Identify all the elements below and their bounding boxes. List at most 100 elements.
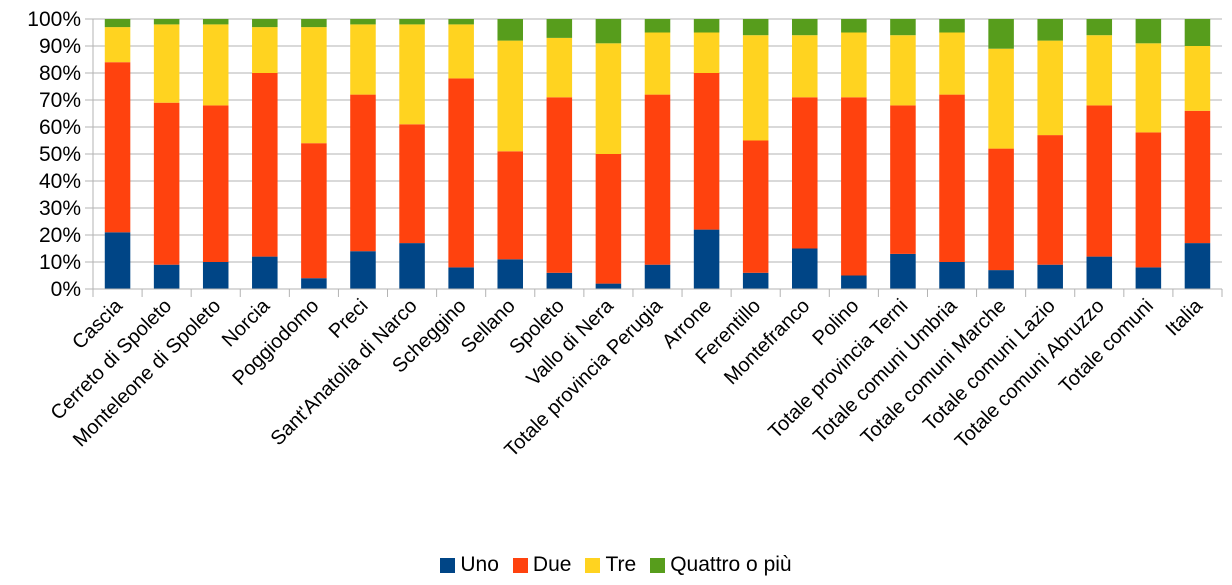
- bar-segment: [301, 19, 327, 28]
- bar-segment: [1037, 135, 1063, 265]
- bar-segment: [399, 243, 425, 289]
- bar-segment: [350, 94, 376, 252]
- bar-segment: [791, 97, 818, 249]
- bar-segment: [939, 262, 965, 289]
- bar-segment: [448, 24, 474, 79]
- y-tick-label: 50%: [39, 143, 81, 166]
- bar-segment: [252, 256, 278, 289]
- legend-label: Tre: [605, 553, 637, 576]
- bar-segment: [546, 19, 573, 38]
- bar-segment: [448, 78, 474, 268]
- bar-segment: [399, 124, 425, 244]
- bar-segment: [202, 262, 229, 289]
- bar-segment: [350, 24, 376, 95]
- bar-segment: [301, 27, 327, 144]
- bar-segment: [1086, 35, 1113, 106]
- bar-segment: [1037, 19, 1063, 41]
- bar-segment: [742, 272, 769, 289]
- bar-segment: [1135, 19, 1162, 44]
- bar-segment: [350, 251, 376, 289]
- legend: Uno Due Tre Quattro o più: [0, 553, 1232, 577]
- bar-segment: [301, 143, 327, 279]
- y-tick-label: 0%: [51, 278, 81, 301]
- bar-segment: [202, 19, 229, 25]
- legend-swatch: [440, 557, 456, 573]
- bar-segment: [546, 272, 573, 289]
- bar-segment: [153, 24, 180, 103]
- y-tick-label: 80%: [39, 62, 81, 85]
- y-tick-label: 90%: [39, 35, 81, 58]
- bar-segment: [1037, 40, 1063, 136]
- bar-segment: [350, 19, 376, 25]
- bar-segment: [595, 43, 622, 154]
- y-tick-label: 100%: [27, 8, 81, 31]
- bar-segment: [252, 73, 278, 257]
- bar-segment: [1184, 243, 1211, 289]
- bar-segment: [1135, 43, 1162, 133]
- bar-segment: [104, 19, 131, 28]
- bar-segment: [301, 278, 327, 289]
- bar-segment: [1086, 19, 1113, 36]
- bar-segment: [497, 40, 524, 152]
- bar-segment: [742, 19, 769, 36]
- axes: [92, 19, 1222, 297]
- legend-item: Tre: [585, 553, 636, 577]
- bar-segment: [1135, 132, 1162, 268]
- bar-segment: [546, 37, 573, 98]
- bar-segment: [252, 27, 278, 74]
- bar-segment: [497, 259, 524, 289]
- bar-segment: [153, 264, 180, 289]
- bar-segment: [742, 35, 769, 141]
- bar-segment: [1086, 256, 1113, 289]
- legend-swatch: [512, 557, 528, 573]
- bar-segment: [791, 248, 818, 289]
- bar-segment: [595, 19, 622, 44]
- legend-label: Uno: [460, 553, 499, 576]
- bar-segment: [1086, 105, 1113, 257]
- bar-segment: [1135, 267, 1162, 289]
- y-tick-label: 70%: [39, 89, 81, 112]
- bar-segment: [644, 264, 671, 289]
- bar-segment: [988, 148, 1014, 271]
- bar-segment: [595, 154, 622, 284]
- bar-segment: [104, 232, 131, 289]
- legend-swatch: [650, 557, 666, 573]
- y-tick-label: 30%: [39, 197, 81, 220]
- x-category-label: Italia: [1162, 294, 1208, 340]
- legend-item: Uno: [440, 553, 499, 577]
- bar-segment: [841, 275, 867, 289]
- bar-segment: [791, 35, 818, 98]
- bar-segment: [1184, 19, 1211, 46]
- bar-segment: [890, 105, 916, 254]
- bar-segment: [939, 94, 965, 262]
- bar-segment: [202, 105, 229, 263]
- bar-segment: [644, 94, 671, 265]
- legend-item: Due: [512, 553, 572, 577]
- bar-segment: [644, 32, 671, 95]
- bar-segment: [1184, 110, 1211, 244]
- bar-segment: [693, 19, 720, 33]
- bar-segment: [104, 27, 131, 63]
- bar-segment: [841, 19, 867, 33]
- legend-label: Due: [532, 553, 572, 576]
- bar-segment: [742, 140, 769, 273]
- bar-segment: [448, 19, 474, 25]
- bar-segment: [644, 19, 671, 33]
- bar-segment: [546, 97, 573, 273]
- y-axis-ticks: 0% 10% 20% 30% 40% 50% 60% 70% 80% 90% 100%: [27, 8, 93, 301]
- bar-segment: [841, 32, 867, 98]
- legend-swatch: [585, 557, 601, 573]
- bar-segment: [497, 19, 524, 41]
- bar-segment: [1037, 264, 1063, 289]
- bar-segment: [841, 97, 867, 276]
- legend-label: Quattro o più: [670, 553, 792, 576]
- bar-segment: [693, 73, 720, 230]
- bar-segment: [939, 19, 965, 33]
- y-tick-label: 10%: [39, 251, 81, 274]
- y-tick-label: 40%: [39, 170, 81, 193]
- bar-segment: [448, 267, 474, 289]
- bar-segment: [791, 19, 818, 36]
